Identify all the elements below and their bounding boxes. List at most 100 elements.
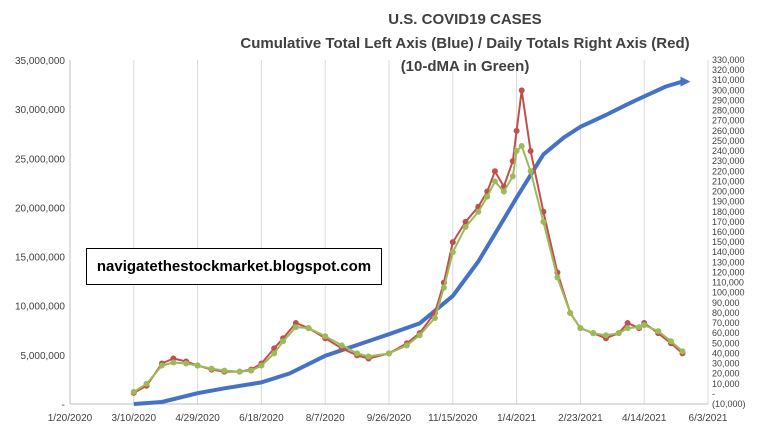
data-point-10-dma xyxy=(462,223,469,230)
data-point-10-dma xyxy=(194,362,201,369)
right-tick-label: 190,000 xyxy=(712,197,745,207)
data-point-10-dma xyxy=(183,360,190,367)
right-tick-label: 100,000 xyxy=(712,288,745,298)
data-point-10-dma xyxy=(431,315,438,321)
right-tick-label: 120,000 xyxy=(712,267,745,277)
data-point-10-dma xyxy=(491,178,498,185)
left-tick-label: 30,000,000 xyxy=(15,105,65,116)
left-tick-label: 5,000,000 xyxy=(21,351,66,362)
x-tick-label: 9/26/2020 xyxy=(367,413,412,424)
left-tick-label: 15,000,000 xyxy=(15,253,65,264)
data-point-10-dma xyxy=(416,332,423,339)
series-end-arrow xyxy=(680,76,691,87)
right-tick-label: 300,000 xyxy=(712,85,745,95)
left-tick-label: - xyxy=(62,400,65,411)
x-tick-label: 6/3/2021 xyxy=(689,413,728,424)
data-point-10-dma xyxy=(280,338,287,345)
right-tick-label: 30,000 xyxy=(712,359,740,369)
x-tick-label: 6/18/2020 xyxy=(239,413,284,424)
x-tick-label: 4/14/2021 xyxy=(622,413,667,424)
right-tick-label: (10,000) xyxy=(712,399,746,409)
right-tick-label: 310,000 xyxy=(712,75,745,85)
x-tick-label: 11/15/2020 xyxy=(428,413,478,424)
data-point-10-dma xyxy=(258,362,265,369)
chart-subtitle-note: (10-dMA in Green) xyxy=(400,58,530,75)
data-point-10-dma xyxy=(602,332,609,339)
series-line-cumulative-total xyxy=(133,79,684,406)
data-point-10-dma xyxy=(354,350,361,357)
right-tick-label: 50,000 xyxy=(712,338,740,348)
right-tick-label: 90,000 xyxy=(712,298,740,308)
data-point-10-dma xyxy=(636,324,643,331)
data-point-10-dma xyxy=(540,218,547,225)
right-tick-label: 150,000 xyxy=(712,237,745,247)
left-tick-label: 10,000,000 xyxy=(15,302,65,313)
right-tick-label: 180,000 xyxy=(712,207,745,217)
left-tick-label: 35,000,000 xyxy=(15,56,65,67)
data-point-daily-totals xyxy=(491,168,498,175)
data-point-10-dma xyxy=(236,368,243,375)
right-tick-label: 250,000 xyxy=(712,136,745,146)
data-point-10-dma xyxy=(130,388,137,395)
x-tick-label: 1/20/2020 xyxy=(48,413,93,424)
right-tick-label: 280,000 xyxy=(712,106,745,116)
data-point-10-dma xyxy=(322,333,329,340)
data-point-10-dma xyxy=(475,208,482,215)
data-point-daily-totals xyxy=(624,320,631,327)
data-point-10-dma xyxy=(624,325,631,332)
data-point-10-dma xyxy=(518,143,525,149)
right-tick-label: 260,000 xyxy=(712,126,745,136)
data-point-10-dma xyxy=(386,350,392,357)
data-point-10-dma xyxy=(449,249,456,256)
chart-subtitle: Cumulative Total Left Axis (Blue) / Dail… xyxy=(240,35,690,52)
x-tick-label: 2/23/2021 xyxy=(558,413,603,424)
right-tick-label: 110,000 xyxy=(712,278,744,288)
right-tick-label: 230,000 xyxy=(712,156,745,166)
x-tick-label: 8/7/2020 xyxy=(306,413,345,424)
data-point-10-dma xyxy=(554,274,561,281)
data-point-10-dma xyxy=(158,362,165,369)
data-point-10-dma xyxy=(667,338,674,345)
right-tick-label: 160,000 xyxy=(712,227,745,237)
data-point-10-dma xyxy=(305,325,312,332)
data-point-10-dma xyxy=(484,193,491,200)
x-tick-label: 3/10/2020 xyxy=(112,413,157,424)
right-tick-label: 170,000 xyxy=(712,217,745,227)
data-point-daily-totals xyxy=(527,148,534,155)
data-point-10-dma xyxy=(403,342,410,349)
right-tick-label: 40,000 xyxy=(712,348,740,358)
data-point-10-dma xyxy=(208,365,215,372)
watermark-label: navigatethestockmarket.blogspot.com xyxy=(86,248,382,285)
right-tick-label: 290,000 xyxy=(712,95,745,105)
data-point-10-dma xyxy=(577,325,584,332)
right-tick-label: 80,000 xyxy=(712,308,740,318)
data-point-10-dma xyxy=(292,324,299,331)
x-tick-label: 4/29/2020 xyxy=(175,413,220,424)
data-point-10-dma xyxy=(248,367,255,374)
data-point-10-dma xyxy=(221,367,228,374)
chart-title: U.S. COVID19 CASES xyxy=(388,11,542,28)
right-tick-label: 240,000 xyxy=(712,146,745,156)
right-tick-label: 270,000 xyxy=(712,116,745,126)
data-point-10-dma xyxy=(641,322,648,329)
x-tick-label: 1/4/2021 xyxy=(497,413,536,424)
data-point-10-dma xyxy=(655,328,662,335)
right-tick-label: 130,000 xyxy=(712,257,745,267)
data-point-daily-totals xyxy=(513,127,520,134)
data-point-10-dma xyxy=(143,380,150,387)
data-point-10-dma xyxy=(271,350,278,357)
data-point-10-dma xyxy=(440,284,447,291)
data-point-10-dma xyxy=(500,188,507,195)
right-tick-label: 70,000 xyxy=(712,318,740,328)
right-tick-label: - xyxy=(712,389,715,399)
right-tick-label: 20,000 xyxy=(712,369,740,379)
data-point-10-dma xyxy=(513,148,520,155)
right-tick-label: 220,000 xyxy=(712,166,745,176)
right-tick-label: 200,000 xyxy=(712,187,745,197)
data-point-10-dma xyxy=(679,348,686,355)
data-point-10-dma xyxy=(567,309,574,316)
data-point-10-dma xyxy=(509,173,516,180)
left-tick-label: 20,000,000 xyxy=(15,203,65,214)
